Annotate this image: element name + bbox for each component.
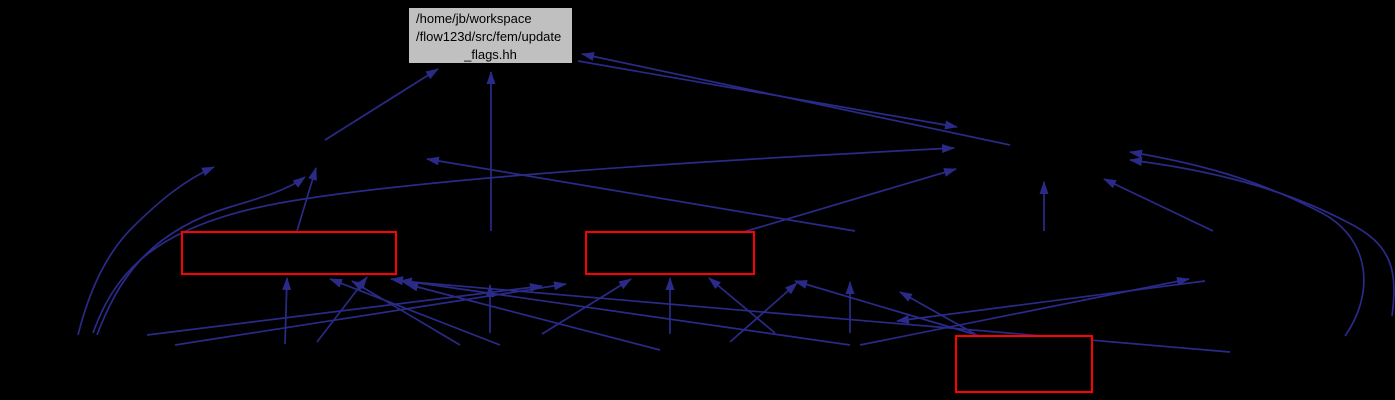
truncated-node-right[interactable] — [955, 335, 1093, 393]
edge-redleft-to-row1left — [296, 167, 317, 232]
edge-far-to-centernode-1 — [146, 283, 543, 336]
truncated-node-middle[interactable] — [585, 231, 755, 275]
edge-fan-to-redleft-1 — [329, 278, 501, 346]
edge-up-to-redmid-3 — [708, 277, 776, 334]
edge-fan-to-redleft-5 — [390, 276, 851, 346]
edge-midrow2-to-row1left — [426, 156, 856, 232]
edge-root-to-row1right — [577, 60, 958, 130]
edge-fan-to-redleft-6 — [399, 277, 1231, 353]
root-file-label-line3: _flags.hh — [464, 47, 517, 62]
edge-fan-to-redleft-4 — [405, 282, 661, 351]
edge-up-to-redleft-v — [282, 277, 292, 345]
root-file-label-line1: /home/jb/workspace — [416, 11, 532, 26]
edge-curve-to-row1left-2 — [96, 176, 306, 336]
root-file-node: /home/jb/workspace /flow123d/src/fem/upd… — [408, 7, 573, 64]
root-file-label-line2: /flow123d/src/fem/update — [416, 29, 562, 44]
edge-curve-to-row1left-1 — [77, 166, 215, 336]
edge-arc-outer — [1129, 157, 1395, 317]
edge-midnode-to-row1right — [739, 168, 957, 234]
edge-rightnode-to-row1right — [1103, 178, 1214, 232]
edge-fan-to-redleft-2 — [316, 276, 368, 343]
edge-enode-to-left — [896, 280, 1206, 324]
edge-far-to-centernode-2 — [174, 281, 567, 346]
edge-fan-to-redleft-3 — [351, 280, 461, 346]
graph-edges — [77, 52, 1395, 353]
edge-row1left-to-root — [324, 68, 439, 141]
edge-redright-to-dnode-1 — [899, 291, 976, 335]
truncated-node-left[interactable] — [181, 231, 397, 275]
edge-arc-inner — [1129, 149, 1365, 337]
